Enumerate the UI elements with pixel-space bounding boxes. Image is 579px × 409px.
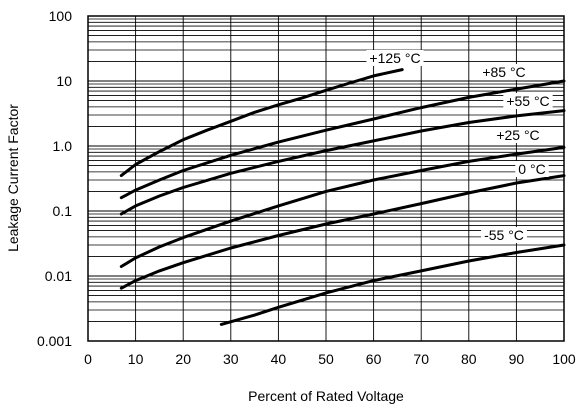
curve-label-text: +55 °C xyxy=(506,93,549,109)
curve-label-bg xyxy=(493,127,543,143)
curve-label-text: -55 °C xyxy=(484,227,524,243)
x-tick-label: 40 xyxy=(271,351,287,367)
x-tick-label: 70 xyxy=(413,351,429,367)
curve-label: +55 °C xyxy=(503,93,553,109)
x-tick-label: 50 xyxy=(318,351,334,367)
series-line xyxy=(119,145,566,268)
series-line xyxy=(119,109,566,216)
x-tick-label: 90 xyxy=(509,351,525,367)
x-tick-label: 60 xyxy=(366,351,382,367)
y-tick-label: 0.01 xyxy=(45,268,72,284)
curve-label-bg xyxy=(479,64,529,80)
curve-label: 0 °C xyxy=(515,161,549,177)
y-tick-label: 0.1 xyxy=(53,203,73,219)
y-tick-label: 0.001 xyxy=(37,333,72,349)
plot-frame xyxy=(87,15,565,342)
curve-label-text: +125 °C xyxy=(369,50,420,66)
series-line xyxy=(119,79,566,200)
x-tick-label: 30 xyxy=(223,351,239,367)
series-line xyxy=(119,174,566,290)
x-tick-label: 80 xyxy=(461,351,477,367)
x-tick-label: 0 xyxy=(84,351,92,367)
y-tick-label: 10 xyxy=(56,73,72,89)
curve-label-text: 0 °C xyxy=(518,161,545,177)
curve-label-bg xyxy=(503,93,553,109)
curve-label: +25 °C xyxy=(493,127,543,143)
series-line xyxy=(219,243,566,326)
tick-labels: 0 10 20 30 40 50 60 70 80 90 100 0.001 0.01 0.1 1.0 10 1… xyxy=(37,8,576,367)
y-axis-title: Leakage Current Factor xyxy=(5,104,21,252)
x-axis-title: Percent of Rated Voltage xyxy=(248,388,404,404)
series-line xyxy=(119,68,404,178)
y-tick-label: 100 xyxy=(49,8,73,24)
x-tick-label: 10 xyxy=(128,351,144,367)
curve-label-bg xyxy=(515,161,549,177)
series-lines xyxy=(119,68,566,326)
curve-label-text: +85 °C xyxy=(482,64,525,80)
curve-label-bg xyxy=(366,50,424,66)
x-tick-label: 20 xyxy=(175,351,191,367)
curve-labels: +125 °C +85 °C +55 °C +25 °C 0 °C -55 °C xyxy=(366,50,553,243)
curve-label: +85 °C xyxy=(479,64,529,80)
curve-label-text: +25 °C xyxy=(496,127,539,143)
curve-label: +125 °C xyxy=(366,50,424,66)
curve-label: -55 °C xyxy=(481,227,527,243)
curve-label-bg xyxy=(481,227,527,243)
x-tick-label: 100 xyxy=(552,351,576,367)
y-tick-label: 1.0 xyxy=(53,138,73,154)
